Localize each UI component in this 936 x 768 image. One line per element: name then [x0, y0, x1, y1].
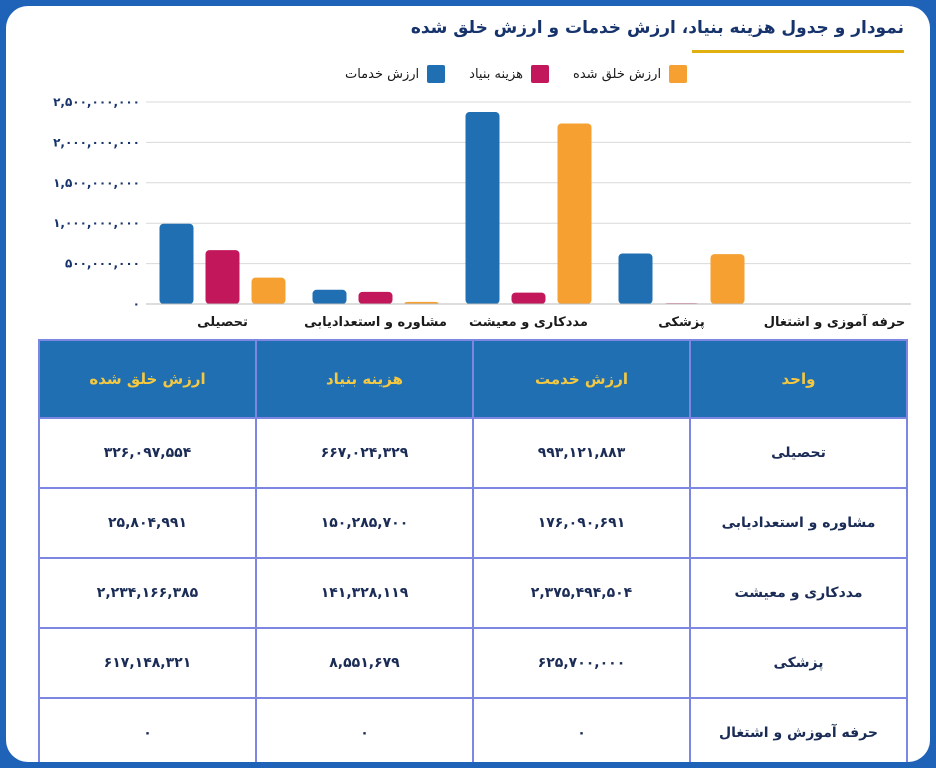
cell-foundation-cost: ۱۴۱,۳۲۸,۱۱۹ — [255, 557, 474, 629]
chart-legend: ارزش خدمات هزینه بنیاد ارزش خلق شده — [306, 62, 726, 86]
cell-service-value: ۰ — [472, 697, 691, 762]
legend-item-cost: هزینه بنیاد — [469, 62, 550, 86]
legend-label: ارزش خلق شده — [573, 66, 662, 82]
header-unit: واحد — [689, 339, 908, 419]
legend-item-services: ارزش خدمات — [344, 62, 446, 86]
header-service-value: ارزش خدمت — [472, 339, 691, 419]
x-tick-label: پزشکی — [658, 315, 704, 330]
data-table: واحد ارزش خدمت هزینه بنیاد ارزش خلق شده … — [38, 339, 908, 762]
header-created-value: ارزش خلق شده — [38, 339, 257, 419]
y-tick-label: ۰ — [133, 297, 140, 311]
cell-foundation-cost: ۸,۵۵۱,۶۷۹ — [255, 627, 474, 699]
bar — [205, 250, 240, 304]
bar — [159, 223, 194, 304]
cell-foundation-cost: ۰ — [255, 697, 474, 762]
table-row: پزشکی ۶۲۵,۷۰۰,۰۰۰ ۸,۵۵۱,۶۷۹ ۶۱۷,۱۴۸,۳۲۱ — [38, 627, 908, 699]
bar — [511, 292, 546, 304]
x-tick-label: مشاوره و استعدادیابی — [304, 315, 447, 330]
bar — [404, 301, 439, 304]
legend-swatch — [669, 65, 688, 83]
title-underline — [692, 50, 904, 53]
table-row: حرفه آموزش و اشتغال ۰ ۰ ۰ — [38, 697, 908, 762]
cell-service-value: ۶۲۵,۷۰۰,۰۰۰ — [472, 627, 691, 699]
table-header-row: واحد ارزش خدمت هزینه بنیاد ارزش خلق شده — [38, 339, 908, 419]
page-title: نمودار و جدول هزینه بنیاد، ارزش خدمات و … — [410, 18, 904, 38]
bar — [618, 253, 653, 304]
y-tick-label: ۲,۰۰۰,۰۰۰,۰۰۰ — [53, 135, 140, 149]
table-row: تحصیلی ۹۹۳,۱۲۱,۸۸۳ ۶۶۷,۰۲۴,۳۲۹ ۳۲۶,۰۹۷,۵… — [38, 417, 908, 489]
legend-swatch — [531, 65, 550, 83]
x-tick-label: حرفه آموزی و اشتغال — [764, 313, 906, 330]
bar — [251, 277, 286, 304]
legend-label: ارزش خدمات — [344, 66, 420, 82]
y-tick-label: ۵۰۰,۰۰۰,۰۰۰ — [65, 257, 140, 271]
cell-unit: حرفه آموزش و اشتغال — [689, 697, 908, 762]
bar — [312, 289, 347, 304]
cell-created-value: ۶۱۷,۱۴۸,۳۲۱ — [38, 627, 257, 699]
cell-created-value: ۲,۲۳۴,۱۶۶,۳۸۵ — [38, 557, 257, 629]
cell-unit: مشاوره و استعدادیابی — [689, 487, 908, 559]
cell-unit: پزشکی — [689, 627, 908, 699]
bar — [465, 112, 500, 304]
legend-item-created: ارزش خلق شده — [573, 62, 688, 86]
cell-unit: مددکاری و معیشت — [689, 557, 908, 629]
bar — [358, 291, 393, 304]
cell-service-value: ۱۷۶,۰۹۰,۶۹۱ — [472, 487, 691, 559]
y-tick-label: ۲,۵۰۰,۰۰۰,۰۰۰ — [53, 95, 140, 109]
bar — [557, 123, 592, 304]
header-foundation-cost: هزینه بنیاد — [255, 339, 474, 419]
table-row: مددکاری و معیشت ۲,۳۷۵,۴۹۴,۵۰۴ ۱۴۱,۳۲۸,۱۱… — [38, 557, 908, 629]
y-tick-label: ۱,۰۰۰,۰۰۰,۰۰۰ — [53, 216, 140, 230]
cell-unit: تحصیلی — [689, 417, 908, 489]
legend-swatch — [427, 65, 446, 83]
cell-created-value: ۳۲۶,۰۹۷,۵۵۴ — [38, 417, 257, 489]
table-row: مشاوره و استعدادیابی ۱۷۶,۰۹۰,۶۹۱ ۱۵۰,۲۸۵… — [38, 487, 908, 559]
cell-service-value: ۲,۳۷۵,۴۹۴,۵۰۴ — [472, 557, 691, 629]
x-tick-label: مددکاری و معیشت — [469, 315, 588, 330]
cell-created-value: ۲۵,۸۰۴,۹۹۱ — [38, 487, 257, 559]
bar — [710, 254, 745, 304]
x-tick-label: تحصیلی — [197, 315, 248, 330]
y-tick-label: ۱,۵۰۰,۰۰۰,۰۰۰ — [53, 176, 140, 190]
bar-chart: ۰ ۵۰۰,۰۰۰,۰۰۰ ۱,۰۰۰,۰۰۰,۰۰۰ ۱,۵۰۰,۰۰۰,۰۰۰ ۲,… — [53, 95, 911, 330]
cell-foundation-cost: ۶۶۷,۰۲۴,۳۲۹ — [255, 417, 474, 489]
cell-service-value: ۹۹۳,۱۲۱,۸۸۳ — [472, 417, 691, 489]
report-card: نمودار و جدول هزینه بنیاد، ارزش خدمات و … — [6, 6, 930, 762]
cell-foundation-cost: ۱۵۰,۲۸۵,۷۰۰ — [255, 487, 474, 559]
cell-created-value: ۰ — [38, 697, 257, 762]
legend-label: هزینه بنیاد — [469, 66, 524, 82]
